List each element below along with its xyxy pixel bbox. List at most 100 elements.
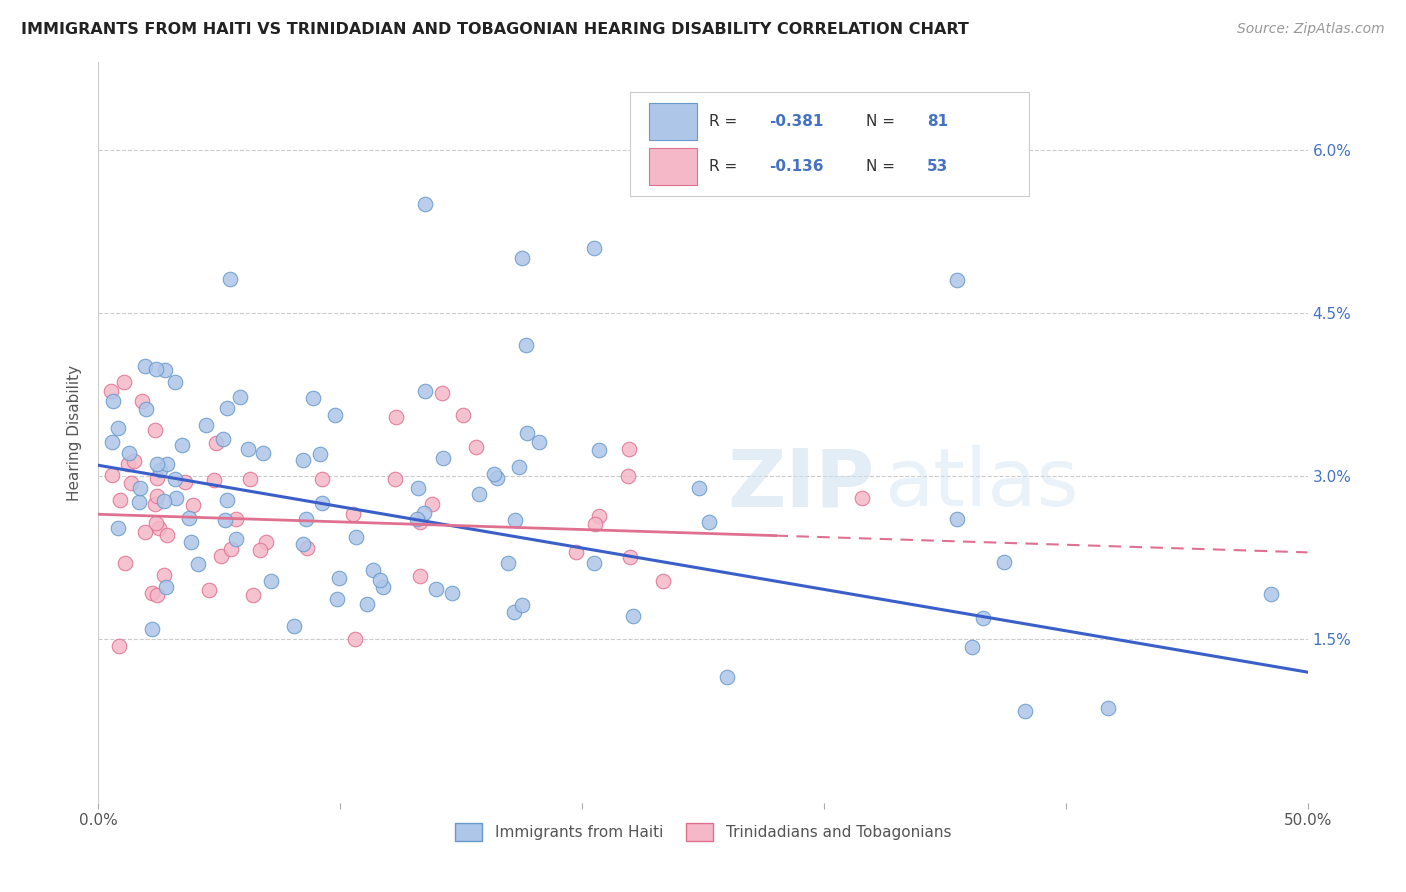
Point [1260,587,1282,601]
Point [145,516,167,530]
Point [344,530,367,544]
Point [145,489,167,503]
Point [1014,705,1036,719]
Point [239,472,262,486]
Point [508,459,530,474]
Point [260,574,283,588]
Point [583,556,606,570]
Point [432,450,454,465]
Point [163,375,186,389]
Point [174,475,197,490]
Point [361,563,384,577]
Point [697,516,720,530]
Point [441,586,464,600]
Point [384,472,406,486]
Point [209,549,232,564]
Point [465,440,488,454]
Point [588,442,610,457]
Point [688,481,710,495]
Point [406,512,429,526]
Point [134,359,156,373]
Point [100,467,122,482]
Point [156,457,179,471]
Point [486,470,509,484]
Text: N =: N = [866,159,900,174]
Text: ZIP: ZIP [727,445,875,524]
Point [420,497,443,511]
Point [100,384,122,398]
Text: IMMIGRANTS FROM HAITI VS TRINIDADIAN AND TOBAGONIAN HEARING DISABILITY CORRELATI: IMMIGRANTS FROM HAITI VS TRINIDADIAN AND… [21,22,969,37]
Point [219,541,242,556]
FancyBboxPatch shape [630,92,1029,195]
Point [146,471,169,485]
Point [510,598,533,612]
Text: -0.381: -0.381 [769,114,824,129]
Point [124,454,146,468]
Point [413,384,436,398]
Point [146,457,169,471]
Point [503,513,526,527]
Point [283,619,305,633]
Point [252,445,274,459]
Point [432,386,454,401]
Point [621,608,644,623]
Point [242,588,264,602]
Point [385,409,408,424]
Point [217,401,239,415]
Point [112,375,135,389]
Point [229,390,252,404]
Text: -0.136: -0.136 [769,159,824,174]
Point [409,515,432,529]
Point [972,611,994,625]
Point [204,436,226,450]
Point [177,511,200,525]
Point [406,481,429,495]
Text: 81: 81 [927,114,948,129]
Point [214,513,236,527]
Point [527,434,550,449]
Point [163,472,186,486]
Point [325,592,347,607]
Point [155,580,177,594]
Point [198,582,221,597]
Point [187,557,209,571]
Point [311,496,333,510]
Point [565,545,588,559]
Point [145,423,167,437]
Point [308,447,330,461]
Point [180,535,202,549]
Text: 53: 53 [927,159,948,174]
Point [297,541,319,556]
Point [128,495,150,509]
Point [165,491,187,506]
Y-axis label: Hearing Disability: Hearing Disability [67,365,83,500]
Point [371,580,394,594]
FancyBboxPatch shape [648,103,697,140]
Point [149,463,172,477]
Point [156,528,179,542]
Point [408,568,430,582]
Point [295,512,318,526]
Point [323,408,346,422]
Point [134,525,156,540]
Point [202,473,225,487]
Point [256,534,278,549]
Point [515,338,537,352]
Point [468,487,491,501]
Point [117,446,139,460]
Point [225,532,247,546]
Point [135,401,157,416]
Point [510,252,533,266]
Point [249,542,271,557]
Point [131,393,153,408]
Point [946,273,969,287]
Point [103,393,125,408]
Point [238,442,260,456]
Point [108,492,131,507]
Point [946,512,969,526]
Point [146,588,169,602]
Point [368,573,391,587]
Point [100,434,122,449]
Point [851,491,873,506]
Point [425,582,447,597]
